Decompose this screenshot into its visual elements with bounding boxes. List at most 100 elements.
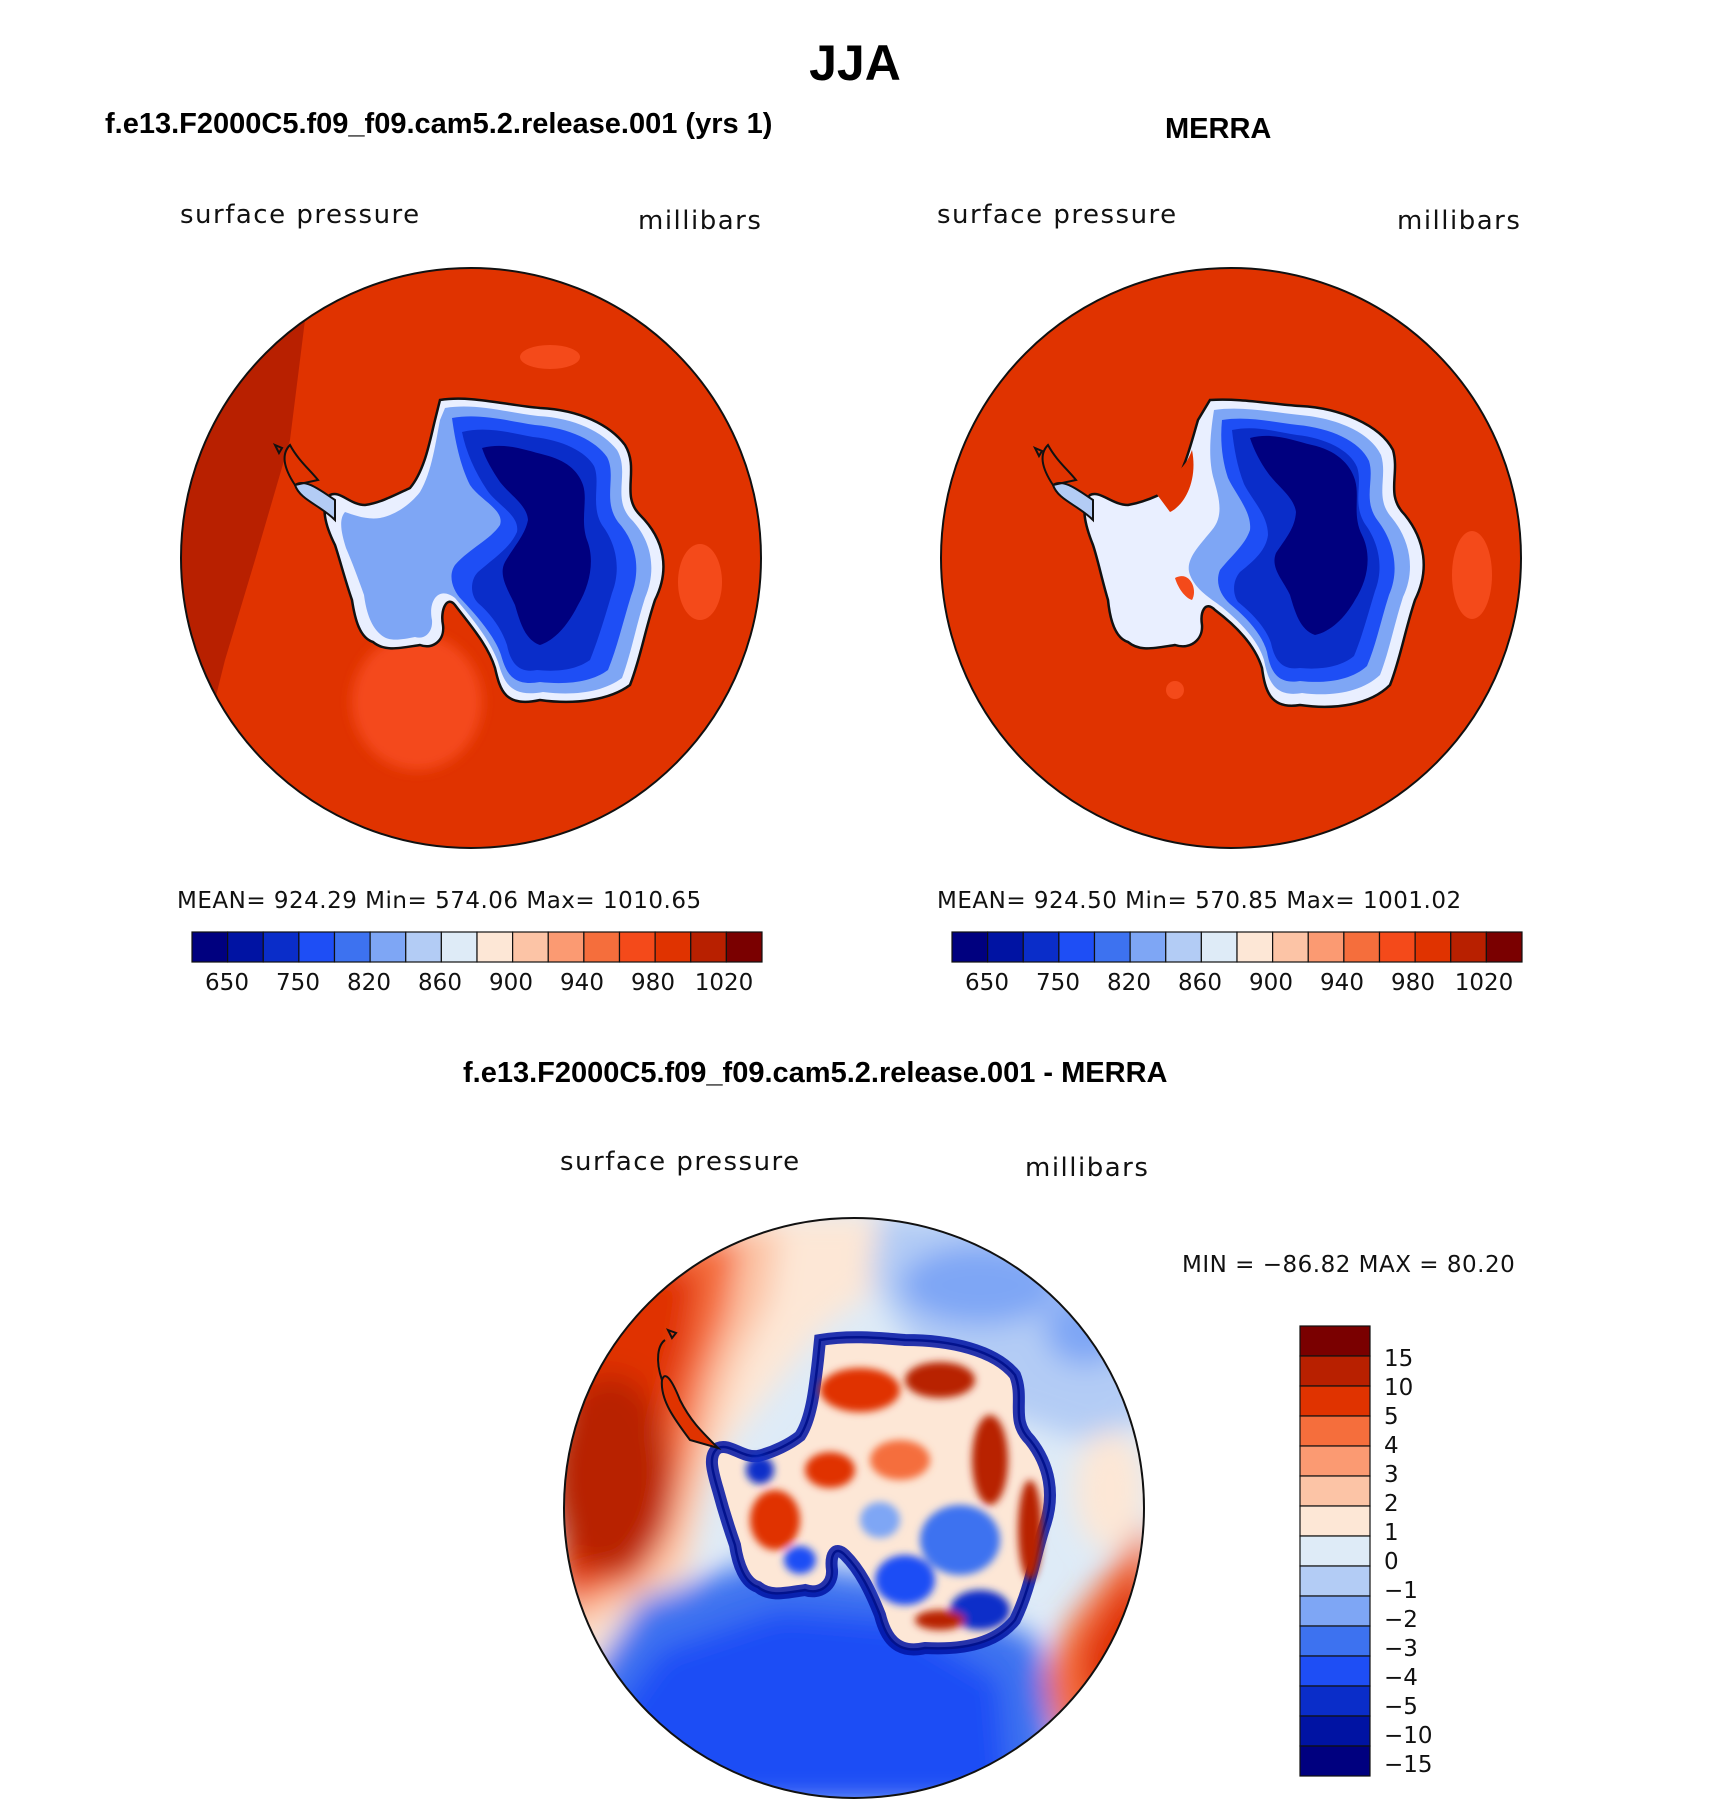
map-border (940, 267, 1522, 849)
negative-anomaly (900, 1245, 1060, 1325)
colorbar-box (987, 931, 1024, 963)
tick-label: −5 (1384, 1694, 1418, 1720)
peninsula-coast (660, 1375, 722, 1451)
colorbar-box (1299, 1415, 1371, 1447)
panel-3-stats: MIN = −86.82 MAX = 80.20 (1182, 1252, 1516, 1278)
colorbar-box (1272, 931, 1309, 963)
panel-1-title: f.e13.F2000C5.f09_f09.cam5.2.release.001… (105, 108, 773, 140)
panel-2-stats: MEAN= 924.50 Min= 570.85 Max= 1001.02 (937, 888, 1462, 914)
tick-label: −3 (1384, 1636, 1418, 1662)
ice-sheet-noise (746, 1362, 1042, 1630)
colorbar-box (654, 931, 692, 963)
colorbar-box (476, 931, 514, 963)
page-title: JJA (809, 35, 901, 91)
southern-ocean-anomaly (352, 634, 482, 770)
colorbar-box (1299, 1355, 1371, 1387)
panel-1-units-label: millibars (638, 206, 763, 236)
tick-label: 750 (276, 970, 320, 996)
tick-label: 650 (205, 970, 249, 996)
panel-1-colorbar-ticks: 650 750 820 860 900 940 980 1020 (192, 970, 762, 1000)
colorbar-box (1307, 931, 1345, 963)
tick-label: −15 (1384, 1752, 1433, 1778)
tick-label: 900 (1249, 970, 1293, 996)
tick-label: 980 (631, 970, 675, 996)
colorbar-box (1414, 931, 1452, 963)
colorbar-box (440, 931, 478, 963)
map-border (180, 267, 762, 849)
ice-shelf (1150, 450, 1194, 512)
colorbar-box (1299, 1715, 1371, 1747)
tick-label: 1 (1384, 1520, 1399, 1546)
panel-1-stats: MEAN= 924.29 Min= 574.06 Max= 1010.65 (177, 888, 702, 914)
panel-2-variable-label: surface pressure (937, 200, 1178, 230)
tick-label: 940 (1320, 970, 1364, 996)
colorbar-box (298, 931, 336, 963)
panel-3-title: f.e13.F2000C5.f09_f09.cam5.2.release.001… (463, 1057, 1168, 1089)
tick-label: 860 (1178, 970, 1222, 996)
tick-label: −2 (1384, 1607, 1418, 1633)
tick-label: 820 (347, 970, 391, 996)
colorbar-box (1299, 1385, 1371, 1417)
colorbar-box (1299, 1535, 1371, 1567)
peninsula-coast (283, 443, 320, 487)
tick-label: 940 (560, 970, 604, 996)
negative-anomaly (1045, 1295, 1125, 1365)
colorbar-box (1299, 1325, 1371, 1357)
tick-label: 820 (1107, 970, 1151, 996)
tick-label: 0 (1384, 1549, 1399, 1575)
panel-2-title: MERRA (1165, 113, 1272, 145)
tick-label: −10 (1384, 1723, 1433, 1749)
ice-shelf (1175, 576, 1195, 600)
ice-sheet-core (482, 445, 591, 645)
colorbar-box (333, 931, 371, 963)
tick-label: 900 (489, 970, 533, 996)
colorbar-box (1299, 1565, 1371, 1597)
colorbar-boxes (951, 931, 1523, 963)
colorbar-boxes (191, 931, 763, 963)
panel-1-variable-label: surface pressure (180, 200, 421, 230)
tick-label: 15 (1384, 1346, 1414, 1372)
colorbar-box (1299, 1625, 1371, 1657)
colorbar-box (1485, 931, 1523, 963)
tick-label: 1020 (1454, 970, 1514, 996)
panel-1-colorbar (191, 931, 763, 963)
peninsula-coast (657, 1339, 666, 1381)
colorbar-box (1299, 1505, 1371, 1537)
tick-label: 1020 (694, 970, 754, 996)
tick-label: 980 (1391, 970, 1435, 996)
colorbar-box (227, 931, 264, 963)
colorbar-box (1299, 1595, 1371, 1627)
colorbar-box (512, 931, 549, 963)
tick-label: 4 (1384, 1433, 1399, 1459)
tick-label: 5 (1384, 1404, 1399, 1430)
colorbar-box (1299, 1685, 1371, 1717)
panel-2-colorbar (951, 931, 1523, 963)
colorbar-box (1450, 931, 1487, 963)
panel-3-units-label: millibars (1025, 1153, 1150, 1183)
colorbar-box (262, 931, 300, 963)
island (1032, 446, 1044, 459)
panel-3-colorbar (1299, 1325, 1371, 1777)
tick-label: 3 (1384, 1462, 1399, 1488)
island (272, 443, 284, 456)
southern-ocean-anomaly (1166, 681, 1184, 699)
colorbar-box (547, 931, 585, 963)
colorbar-box (618, 931, 656, 963)
island (665, 1328, 678, 1340)
colorbar-box (405, 931, 442, 963)
tick-label: 10 (1384, 1375, 1414, 1401)
positive-anomaly (564, 1375, 670, 1575)
tick-label: 2 (1384, 1491, 1399, 1517)
colorbar-box (1299, 1445, 1371, 1477)
tick-label: 650 (965, 970, 1009, 996)
southern-ocean-anomaly (520, 345, 580, 369)
colorbar-box (690, 931, 727, 963)
tick-label: 750 (1036, 970, 1080, 996)
panel-3-colorbar-ticks: 15 10 5 4 3 2 1 0 −1 −2 −3 −4 −5 −10 −15 (1384, 1326, 1444, 1778)
colorbar-box (1299, 1475, 1371, 1507)
southern-ocean-anomaly (1452, 531, 1492, 619)
colorbar-box (369, 931, 407, 963)
panel-3-variable-label: surface pressure (560, 1147, 801, 1177)
